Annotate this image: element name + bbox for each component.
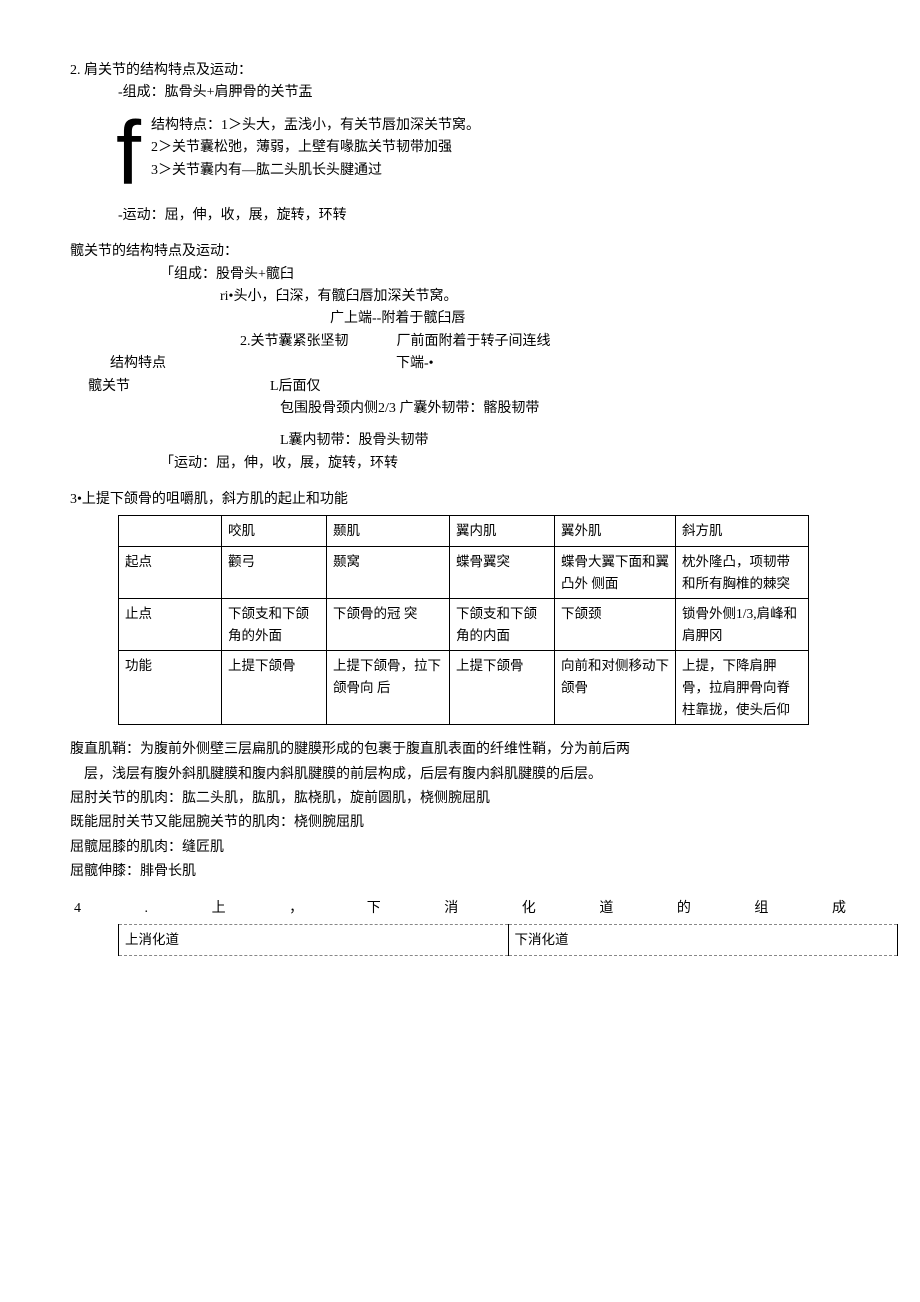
shoulder-struct-3: 3＞关节囊内有—肱二头肌长头腱通过 xyxy=(134,160,850,182)
cell: 颞肌 xyxy=(327,516,450,547)
sp: 组 xyxy=(754,898,768,920)
para-hip-flex-knee-ext: 屈髋伸膝：腓骨长肌 xyxy=(70,861,850,883)
cell: 下颌颈 xyxy=(555,599,676,651)
sp: 道 xyxy=(599,898,613,920)
cell: 上提，下降肩胛骨，拉肩胛骨向脊柱靠拢，使头后仰 xyxy=(676,651,809,725)
cell: 咬肌 xyxy=(222,516,327,547)
hip-joint-label: 髋关节 xyxy=(88,376,130,398)
hip-struct-label: 结构特点 xyxy=(110,353,166,375)
table-row: 止点 下颌支和下颌角的外面 下颌骨的冠 突 下颌支和下颌角的内面 下颌颈 锁骨外… xyxy=(119,599,809,651)
muscle-table-title: 3•上提下颌骨的咀嚼肌，斜方肌的起止和功能 xyxy=(70,489,850,511)
big-f-glyph: f xyxy=(116,115,141,199)
cell: 上提下颌骨 xyxy=(450,651,555,725)
para-elbow-flex: 屈肘关节的肌肉：肱二头肌，肱肌，肱桡肌，旋前圆肌，桡侧腕屈肌 xyxy=(70,788,850,810)
cell: 锁骨外侧1/3,肩峰和肩胛冈 xyxy=(676,599,809,651)
table-row: 功能 上提下颌骨 上提下颌骨，拉下颌骨向 后 上提下颌骨 向前和对侧移动下颌骨 … xyxy=(119,651,809,725)
cell: 起点 xyxy=(119,547,222,599)
cell: 下颌骨的冠 突 xyxy=(327,599,450,651)
cell: 功能 xyxy=(119,651,222,725)
hip-l3a: 2.关节囊紧张坚韧 xyxy=(240,331,349,353)
hip-move: 「运动：屈，伸，收，展，旋转，环转 xyxy=(160,453,850,475)
digest-title-spaced: 4 . 上 ， 下 消 化 道 的 组 成 xyxy=(70,898,850,920)
cell: 上提下颌骨，拉下颌骨向 后 xyxy=(327,651,450,725)
cell: 下颌支和下颌角的内面 xyxy=(450,599,555,651)
hip-l4: 下端-• xyxy=(396,353,434,375)
hip-l7: L囊内韧带：股骨头韧带 xyxy=(280,430,850,452)
shoulder-comp: -组成：肱骨头+肩胛骨的关节盂 xyxy=(118,82,850,104)
table-row: 上消化道 下消化道 xyxy=(119,924,898,955)
cell: 蝶骨翼突 xyxy=(450,547,555,599)
sp: ， xyxy=(289,898,303,920)
cell: 颞窝 xyxy=(327,547,450,599)
para-hip-knee-flex: 屈髋屈膝的肌肉：缝匠肌 xyxy=(70,837,850,859)
digest-table: 上消化道 下消化道 xyxy=(118,924,898,956)
shoulder-struct-2: 2＞关节囊松弛，薄弱，上壁有喙肱关节韧带加强 xyxy=(144,137,850,159)
sp: 的 xyxy=(677,898,691,920)
shoulder-struct-1: 结构特点：1＞头大，盂浅小，有关节唇加深关节窝。 xyxy=(74,115,850,137)
cell: 上消化道 xyxy=(119,924,509,955)
sp: 4 xyxy=(74,898,81,920)
cell: 翼外肌 xyxy=(555,516,676,547)
hip-comp: 「组成：股骨头+髋臼 xyxy=(160,264,850,286)
hip-l3b: 厂前面附着于转子间连线 xyxy=(397,331,551,353)
para-rectus: 腹直肌鞘：为腹前外侧壁三层扁肌的腱膜形成的包裹于腹直肌表面的纤维性鞘，分为前后两 xyxy=(70,739,850,761)
sp: 化 xyxy=(522,898,536,920)
cell: 下消化道 xyxy=(508,924,898,955)
sp: 消 xyxy=(444,898,458,920)
sp: . xyxy=(145,898,149,920)
hip-l2: 广上端--附着于髋臼唇 xyxy=(330,308,850,330)
cell: 枕外隆凸，项韧带和所有胸椎的棘突 xyxy=(676,547,809,599)
table-row: 咬肌 颞肌 翼内肌 翼外肌 斜方肌 xyxy=(119,516,809,547)
para-rectus-cont: 层，浅层有腹外斜肌腱膜和腹内斜肌腱膜的前层构成，后层有腹内斜肌腱膜的后层。 xyxy=(70,764,850,786)
cell: 斜方肌 xyxy=(676,516,809,547)
shoulder-title: 2. 肩关节的结构特点及运动： xyxy=(70,60,850,82)
para-elbow-wrist: 既能屈肘关节又能屈腕关节的肌肉：桡侧腕屈肌 xyxy=(70,812,850,834)
cell: 上提下颌骨 xyxy=(222,651,327,725)
cell: 向前和对侧移动下颌骨 xyxy=(555,651,676,725)
sp: 下 xyxy=(367,898,381,920)
hip-l5: L后面仅 xyxy=(270,376,321,398)
table-row: 起点 颧弓 颞窝 蝶骨翼突 蝶骨大翼下面和翼凸外 侧面 枕外隆凸，项韧带和所有胸… xyxy=(119,547,809,599)
cell xyxy=(119,516,222,547)
cell: 下颌支和下颌角的外面 xyxy=(222,599,327,651)
sp: 上 xyxy=(212,898,226,920)
cell: 翼内肌 xyxy=(450,516,555,547)
cell: 颧弓 xyxy=(222,547,327,599)
hip-l6: 包围股骨颈内侧2/3 广囊外韧带：髂股韧带 xyxy=(280,398,850,420)
sp: 成 xyxy=(832,898,846,920)
shoulder-move: -运动：屈，伸，收，展，旋转，环转 xyxy=(118,205,850,227)
hip-title: 髋关节的结构特点及运动： xyxy=(70,241,850,263)
cell: 止点 xyxy=(119,599,222,651)
muscle-table: 咬肌 颞肌 翼内肌 翼外肌 斜方肌 起点 颧弓 颞窝 蝶骨翼突 蝶骨大翼下面和翼… xyxy=(118,515,809,725)
hip-l1: ri•头小，臼深，有髋臼唇加深关节窝。 xyxy=(220,286,850,308)
cell: 蝶骨大翼下面和翼凸外 侧面 xyxy=(555,547,676,599)
